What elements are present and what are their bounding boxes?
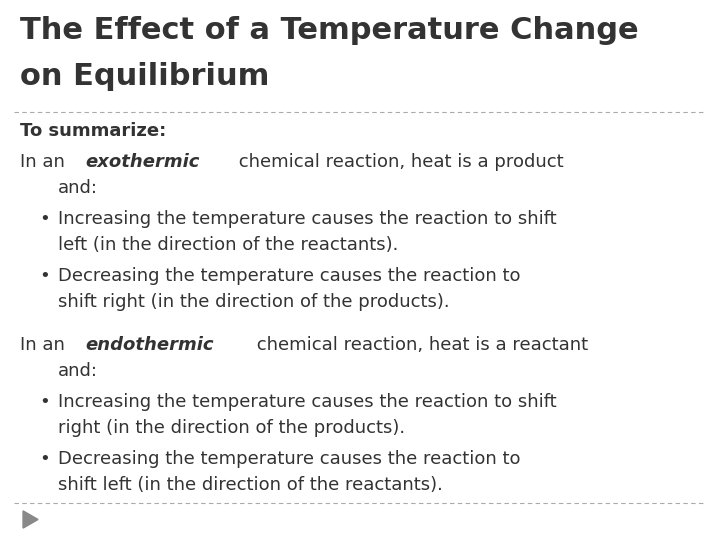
- Text: •: •: [40, 393, 50, 411]
- Text: and:: and:: [58, 179, 98, 197]
- Text: Increasing the temperature causes the reaction to shift: Increasing the temperature causes the re…: [58, 393, 557, 411]
- Text: To summarize:: To summarize:: [20, 122, 166, 139]
- Text: chemical reaction, heat is a reactant: chemical reaction, heat is a reactant: [251, 336, 588, 354]
- Text: Decreasing the temperature causes the reaction to: Decreasing the temperature causes the re…: [58, 450, 520, 468]
- Text: exothermic: exothermic: [86, 153, 200, 171]
- Text: In an: In an: [20, 153, 71, 171]
- Text: chemical reaction, heat is a product: chemical reaction, heat is a product: [233, 153, 564, 171]
- Text: •: •: [40, 210, 50, 228]
- Text: Increasing the temperature causes the reaction to shift: Increasing the temperature causes the re…: [58, 210, 557, 228]
- Text: shift left (in the direction of the reactants).: shift left (in the direction of the reac…: [58, 476, 443, 494]
- Text: •: •: [40, 267, 50, 285]
- Text: right (in the direction of the products).: right (in the direction of the products)…: [58, 419, 405, 437]
- Polygon shape: [23, 511, 38, 528]
- Text: on Equilibrium: on Equilibrium: [20, 62, 269, 91]
- Text: •: •: [40, 450, 50, 468]
- Text: and:: and:: [58, 362, 98, 380]
- Text: endothermic: endothermic: [86, 336, 214, 354]
- Text: Decreasing the temperature causes the reaction to: Decreasing the temperature causes the re…: [58, 267, 520, 285]
- Text: The Effect of a Temperature Change: The Effect of a Temperature Change: [20, 16, 639, 45]
- Text: In an: In an: [20, 336, 71, 354]
- Text: left (in the direction of the reactants).: left (in the direction of the reactants)…: [58, 235, 398, 253]
- Text: shift right (in the direction of the products).: shift right (in the direction of the pro…: [58, 293, 449, 310]
